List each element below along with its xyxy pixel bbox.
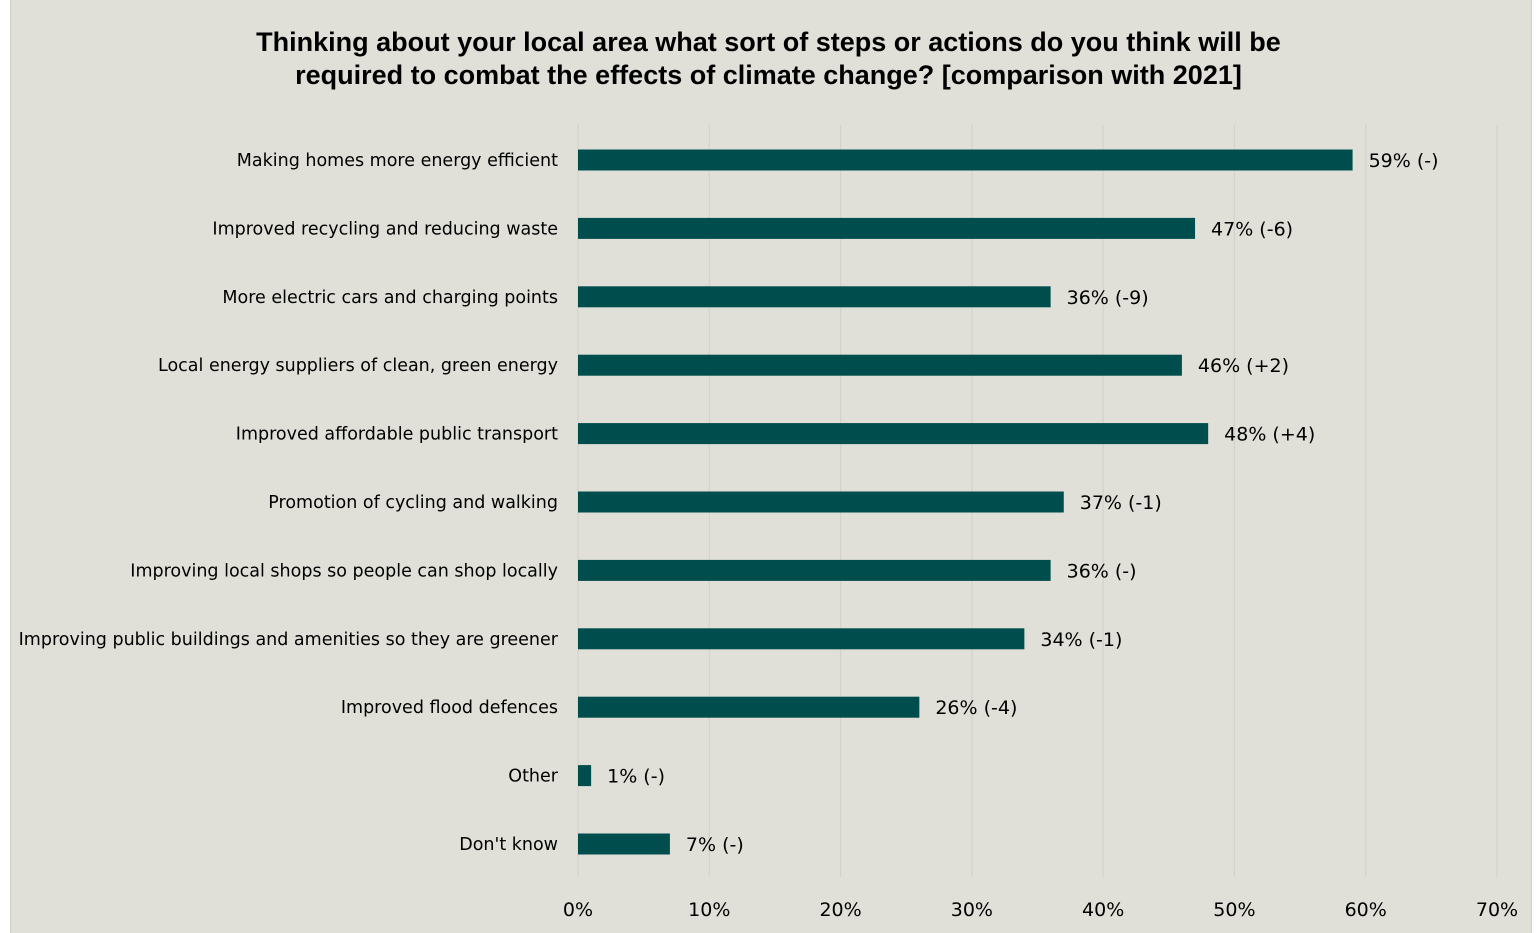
category-label: Local energy suppliers of clean, green e… — [158, 356, 558, 376]
bar — [578, 833, 670, 855]
bar — [578, 491, 1064, 513]
bar — [578, 354, 1182, 376]
data-label: 46% (+2) — [1198, 355, 1289, 377]
chart-title: Thinking about your local area what sort… — [0, 26, 1537, 92]
category-label: Promotion of cycling and walking — [268, 493, 558, 513]
category-label: Improved flood defences — [341, 698, 558, 718]
category-label: Don't know — [459, 835, 558, 855]
category-label: Other — [508, 767, 558, 787]
bar — [578, 696, 920, 718]
data-label: 7% (-) — [686, 834, 744, 856]
x-tick-label: 40% — [1082, 899, 1124, 921]
data-label: 36% (-9) — [1067, 287, 1149, 309]
x-tick-label: 10% — [688, 899, 730, 921]
x-tick-label: 60% — [1345, 899, 1387, 921]
data-label: 59% (-) — [1369, 150, 1439, 172]
data-label: 47% (-6) — [1211, 218, 1293, 240]
x-tick-label: 0% — [563, 899, 593, 921]
data-label: 36% (-) — [1067, 560, 1137, 582]
category-label: More electric cars and charging points — [222, 288, 558, 308]
bar — [578, 628, 1025, 650]
category-label: Improving public buildings and amenities… — [19, 630, 559, 650]
bar — [578, 217, 1196, 239]
bar — [578, 149, 1353, 171]
data-label: 37% (-1) — [1080, 492, 1162, 514]
category-label: Improved recycling and reducing waste — [212, 219, 558, 239]
bar — [578, 559, 1051, 581]
category-label: Improved affordable public transport — [236, 425, 558, 445]
data-label: 1% (-) — [607, 766, 665, 788]
x-tick-label: 70% — [1476, 899, 1518, 921]
data-label: 48% (+4) — [1224, 424, 1315, 446]
bar — [578, 765, 592, 787]
bar — [578, 286, 1051, 308]
category-label: Making homes more energy efficient — [237, 151, 558, 171]
chart-title-line-2: required to combat the effects of climat… — [295, 60, 1242, 90]
bar — [578, 423, 1209, 445]
data-label: 26% (-4) — [935, 697, 1017, 719]
data-label: 34% (-1) — [1040, 629, 1122, 651]
category-label: Improving local shops so people can shop… — [130, 561, 558, 581]
x-tick-label: 50% — [1213, 899, 1255, 921]
x-tick-label: 20% — [819, 899, 861, 921]
x-tick-label: 30% — [951, 899, 993, 921]
chart-title-line-1: Thinking about your local area what sort… — [256, 27, 1281, 57]
